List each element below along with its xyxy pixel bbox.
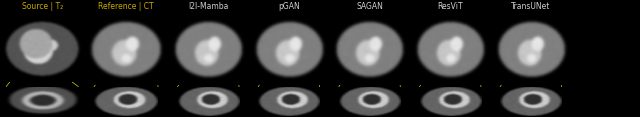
Text: pGAN: pGAN [278,2,300,11]
Bar [18,39,59,72]
Text: ResViT: ResViT [437,2,463,11]
Bar [356,31,397,63]
Bar [195,31,236,63]
Text: SAGAN: SAGAN [356,2,383,11]
Text: Reference | CT: Reference | CT [99,2,154,11]
Text: I2I-Mamba: I2I-Mamba [188,2,228,11]
Bar [518,31,559,63]
Bar [112,31,155,63]
Text: Source | T₂: Source | T₂ [22,2,63,11]
Text: TransUNet: TransUNet [511,2,550,11]
Bar [276,31,317,63]
Bar [437,31,478,63]
